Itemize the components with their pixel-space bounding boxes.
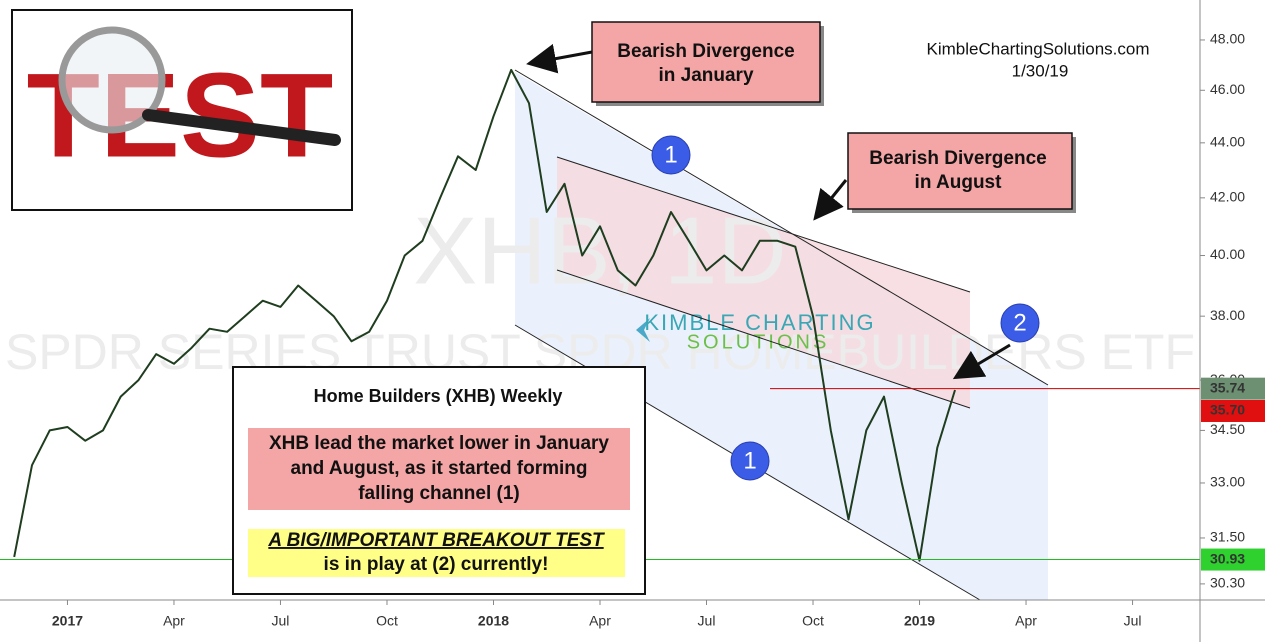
price-label-box — [1201, 548, 1265, 571]
source: KimbleChartingSolutions.com — [927, 39, 1150, 58]
marker-label: 2 — [1013, 309, 1026, 336]
price-line — [13, 68, 956, 562]
resistance-label: 35.74 — [1210, 379, 1245, 395]
axis-bg — [0, 600, 1265, 642]
info-highlight-box — [248, 428, 630, 510]
x-tick-label: 2019 — [904, 613, 935, 629]
x-tick-label: Jul — [272, 613, 290, 629]
info-highlight-box — [248, 529, 625, 577]
logo: KIMBLE CHARTING — [644, 310, 875, 335]
date: 1/30/19 — [1012, 61, 1069, 80]
axis-bg — [1200, 0, 1265, 642]
callout-text: in January — [658, 65, 753, 86]
callout-text: Bearish Divergence — [869, 148, 1046, 169]
y-tick-label: 46.00 — [1210, 81, 1245, 97]
y-tick-label: 34.50 — [1210, 421, 1245, 437]
y-tick-label: 48.00 — [1210, 31, 1245, 47]
arrow — [813, 179, 848, 221]
callout-box — [591, 21, 821, 103]
channel-line — [556, 156, 971, 293]
info-highlight: is in play at (2) currently! — [324, 554, 549, 575]
x-tick-label: Oct — [802, 613, 824, 629]
watermark: XHB, 1D — [413, 197, 786, 304]
magnifier — [58, 26, 166, 134]
callout-box — [847, 132, 1073, 210]
y-tick-label: 40.00 — [1210, 246, 1245, 262]
channel-line — [556, 269, 971, 409]
marker-circle — [730, 441, 770, 481]
price-label-box — [1201, 399, 1265, 422]
y-tick-label: 30.30 — [1210, 575, 1245, 591]
callout-text: in August — [915, 172, 1003, 193]
annotations: TEST KimbleChartingSolutions.com 1/30/19… — [11, 9, 1150, 595]
channel-line — [514, 69, 1049, 386]
x-tick-label: Jul — [698, 613, 716, 629]
marker-label: 1 — [743, 447, 756, 474]
arrow — [526, 43, 593, 74]
last-price-label: 35.70 — [1210, 402, 1245, 418]
y-tick-label: 33.00 — [1210, 474, 1245, 490]
logo: SOLUTIONS — [687, 331, 830, 353]
x-tick-label: 2018 — [478, 613, 509, 629]
support-label: 30.93 — [1210, 550, 1245, 566]
x-tick-label: Apr — [163, 613, 185, 629]
y-tick-label: 44.00 — [1210, 134, 1245, 150]
x-tick-label: Apr — [1015, 613, 1037, 629]
marker-label: 1 — [664, 141, 677, 168]
info-text: falling channel (1) — [358, 483, 520, 504]
y-tick-label: 31.50 — [1210, 529, 1245, 545]
divergence-channel-fill — [557, 157, 970, 408]
marker-circle — [651, 135, 691, 175]
x-tick-label: Oct — [376, 613, 398, 629]
arrow — [952, 343, 1011, 380]
info-highlight: A BIG/IMPORTANT BREAKOUT TEST — [267, 530, 605, 551]
info-title: Home Builders (XHB) Weekly — [314, 386, 563, 406]
info-text: and August, as it started forming — [291, 458, 588, 479]
info-text: XHB lead the market lower in January — [269, 433, 609, 454]
price-label-box — [1201, 377, 1265, 400]
marker-circle — [1000, 303, 1040, 343]
callout-text: Bearish Divergence — [617, 41, 794, 62]
logo-icon — [636, 318, 650, 342]
y-tick-label: 38.00 — [1210, 307, 1245, 323]
y-tick-label: 42.00 — [1210, 189, 1245, 205]
magnifier-handle — [142, 109, 341, 146]
x-tick-label: Jul — [1124, 613, 1142, 629]
x-tick-label: Apr — [589, 613, 611, 629]
x-tick-label: 2017 — [52, 613, 83, 629]
